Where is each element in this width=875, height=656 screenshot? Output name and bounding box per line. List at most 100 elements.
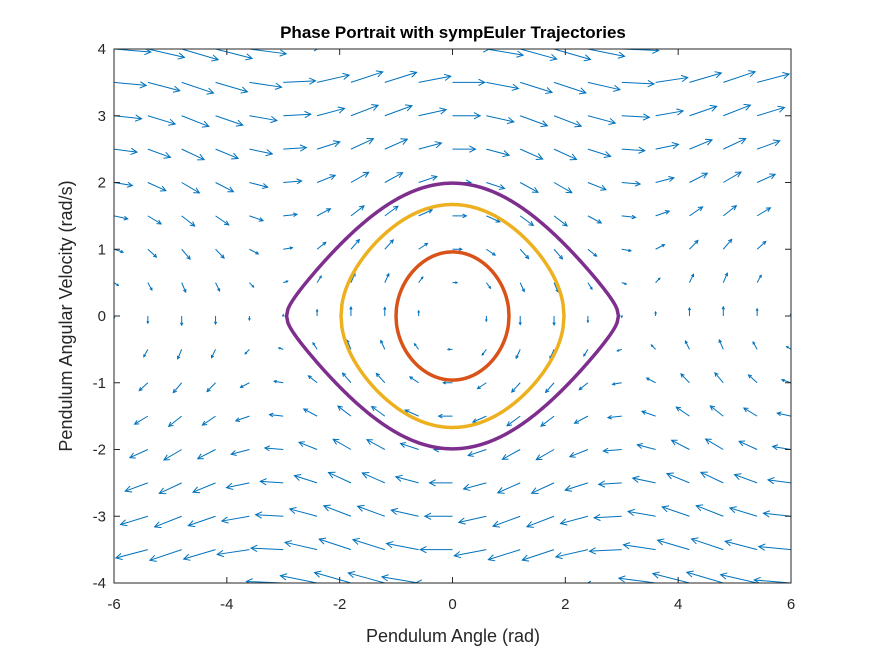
- quiver-arrow: [147, 215, 163, 225]
- quiver-arrow: [771, 444, 791, 451]
- quiver-arrow: [437, 413, 453, 419]
- quiver-arrow: [158, 482, 182, 495]
- quiver-arrow: [655, 244, 666, 250]
- quiver-arrow: [268, 412, 284, 418]
- quiver-arrow: [215, 115, 244, 127]
- quiver-arrow: [316, 241, 327, 250]
- quiver-arrow: [564, 482, 589, 492]
- quiver-arrow: [316, 106, 346, 117]
- quiver-arrow: [747, 374, 758, 384]
- quiver-arrow: [684, 340, 690, 350]
- quiver-arrow: [254, 511, 284, 519]
- quiver-arrow: [621, 113, 651, 121]
- quiver-arrow: [216, 549, 250, 558]
- quiver-arrow: [384, 205, 399, 217]
- quiver-arrow: [423, 512, 453, 520]
- quiver-arrow: [655, 210, 671, 217]
- quiver-arrow: [418, 73, 452, 83]
- quiver-arrow: [201, 415, 216, 426]
- quiver-arrow: [452, 112, 482, 120]
- quiver-arrow: [481, 349, 487, 356]
- quiver-arrow: [114, 549, 148, 560]
- quiver-arrow: [413, 342, 420, 350]
- quiver-arrow: [597, 480, 622, 488]
- quiver-arrow: [621, 248, 633, 253]
- quiver-arrow: [316, 72, 351, 83]
- quiver-arrow: [687, 306, 691, 316]
- quiver-arrow: [506, 415, 521, 427]
- quiver-arrow: [350, 171, 370, 183]
- quiver-arrow: [518, 316, 522, 326]
- quiver-arrow: [283, 212, 299, 218]
- x-tick-label: 6: [787, 596, 795, 613]
- quiver-arrow: [587, 182, 607, 191]
- y-tick-label: 1: [98, 241, 106, 258]
- quiver-arrow: [486, 148, 511, 158]
- quiver-arrow: [307, 375, 318, 384]
- quiver-arrow: [661, 505, 690, 517]
- x-tick-label: -6: [107, 596, 120, 613]
- quiver-arrow: [249, 115, 279, 124]
- quiver-arrow: [418, 141, 443, 150]
- quiver-arrow: [723, 103, 752, 117]
- quiver-arrow: [521, 549, 555, 562]
- quiver-arrow: [283, 178, 303, 185]
- quiver-arrow: [491, 515, 521, 528]
- quiver-arrow: [191, 482, 216, 494]
- quiver-arrow: [621, 180, 642, 187]
- quiver-arrow: [540, 415, 555, 427]
- quiver-arrow: [249, 49, 288, 57]
- quiver-arrow: [510, 382, 521, 393]
- quiver-arrow: [757, 105, 786, 117]
- y-axis-ticks: -4 -3 -2 -1 0 1 2 3 4: [93, 41, 791, 592]
- quiver-arrow: [281, 313, 285, 317]
- quiver-arrow: [215, 215, 230, 226]
- quiver-arrow: [350, 205, 365, 217]
- quiver-arrow: [785, 345, 791, 350]
- quiver-arrow: [655, 176, 675, 183]
- quiver-arrow: [114, 181, 134, 188]
- quiver-arrow: [626, 508, 656, 517]
- quiver-arrow: [272, 379, 284, 384]
- quiver-arrow: [361, 472, 386, 484]
- quiver-arrow: [215, 49, 254, 61]
- quiver-arrow: [525, 515, 555, 528]
- quiver-arrow: [313, 570, 352, 583]
- quiver-arrow: [446, 348, 453, 351]
- quiver-arrow: [519, 182, 539, 193]
- x-axis-label: Pendulum Angle (rad): [366, 626, 540, 646]
- quiver-arrow: [501, 449, 521, 460]
- quiver-arrow: [553, 49, 592, 62]
- quiver-arrow: [655, 142, 680, 150]
- quiver-arrow: [486, 81, 520, 91]
- quiver-arrow: [322, 504, 352, 517]
- quiver-arrow: [651, 571, 690, 583]
- quiver-arrow: [587, 81, 622, 92]
- quiver-arrow: [419, 546, 453, 554]
- quiver-arrow: [520, 81, 554, 95]
- trajectory-line-3: [284, 181, 621, 451]
- quiver-arrow: [586, 580, 622, 583]
- quiver-arrow: [172, 382, 183, 394]
- quiver-arrow: [568, 449, 589, 458]
- quiver-arrow: [239, 382, 250, 388]
- quiver-arrow: [452, 78, 486, 86]
- quiver-arrow: [718, 338, 724, 350]
- quiver-arrow: [249, 248, 260, 255]
- quiver-arrow: [315, 308, 319, 316]
- quiver-arrow: [417, 309, 421, 316]
- quiver-arrow: [153, 515, 182, 529]
- quiver-arrow: [685, 570, 724, 583]
- quiver-arrow: [453, 549, 487, 559]
- quiver-arrow: [756, 207, 772, 217]
- quiver-arrow: [620, 315, 624, 319]
- y-tick-label: 0: [98, 308, 106, 325]
- x-tick-label: 2: [561, 596, 569, 613]
- quiver-arrow: [249, 148, 274, 157]
- quiver-arrow: [467, 449, 487, 457]
- quiver-arrow: [298, 441, 318, 450]
- quiver-arrow: [631, 475, 656, 484]
- quiver-arrow: [147, 182, 167, 192]
- quiver-arrow: [680, 373, 690, 384]
